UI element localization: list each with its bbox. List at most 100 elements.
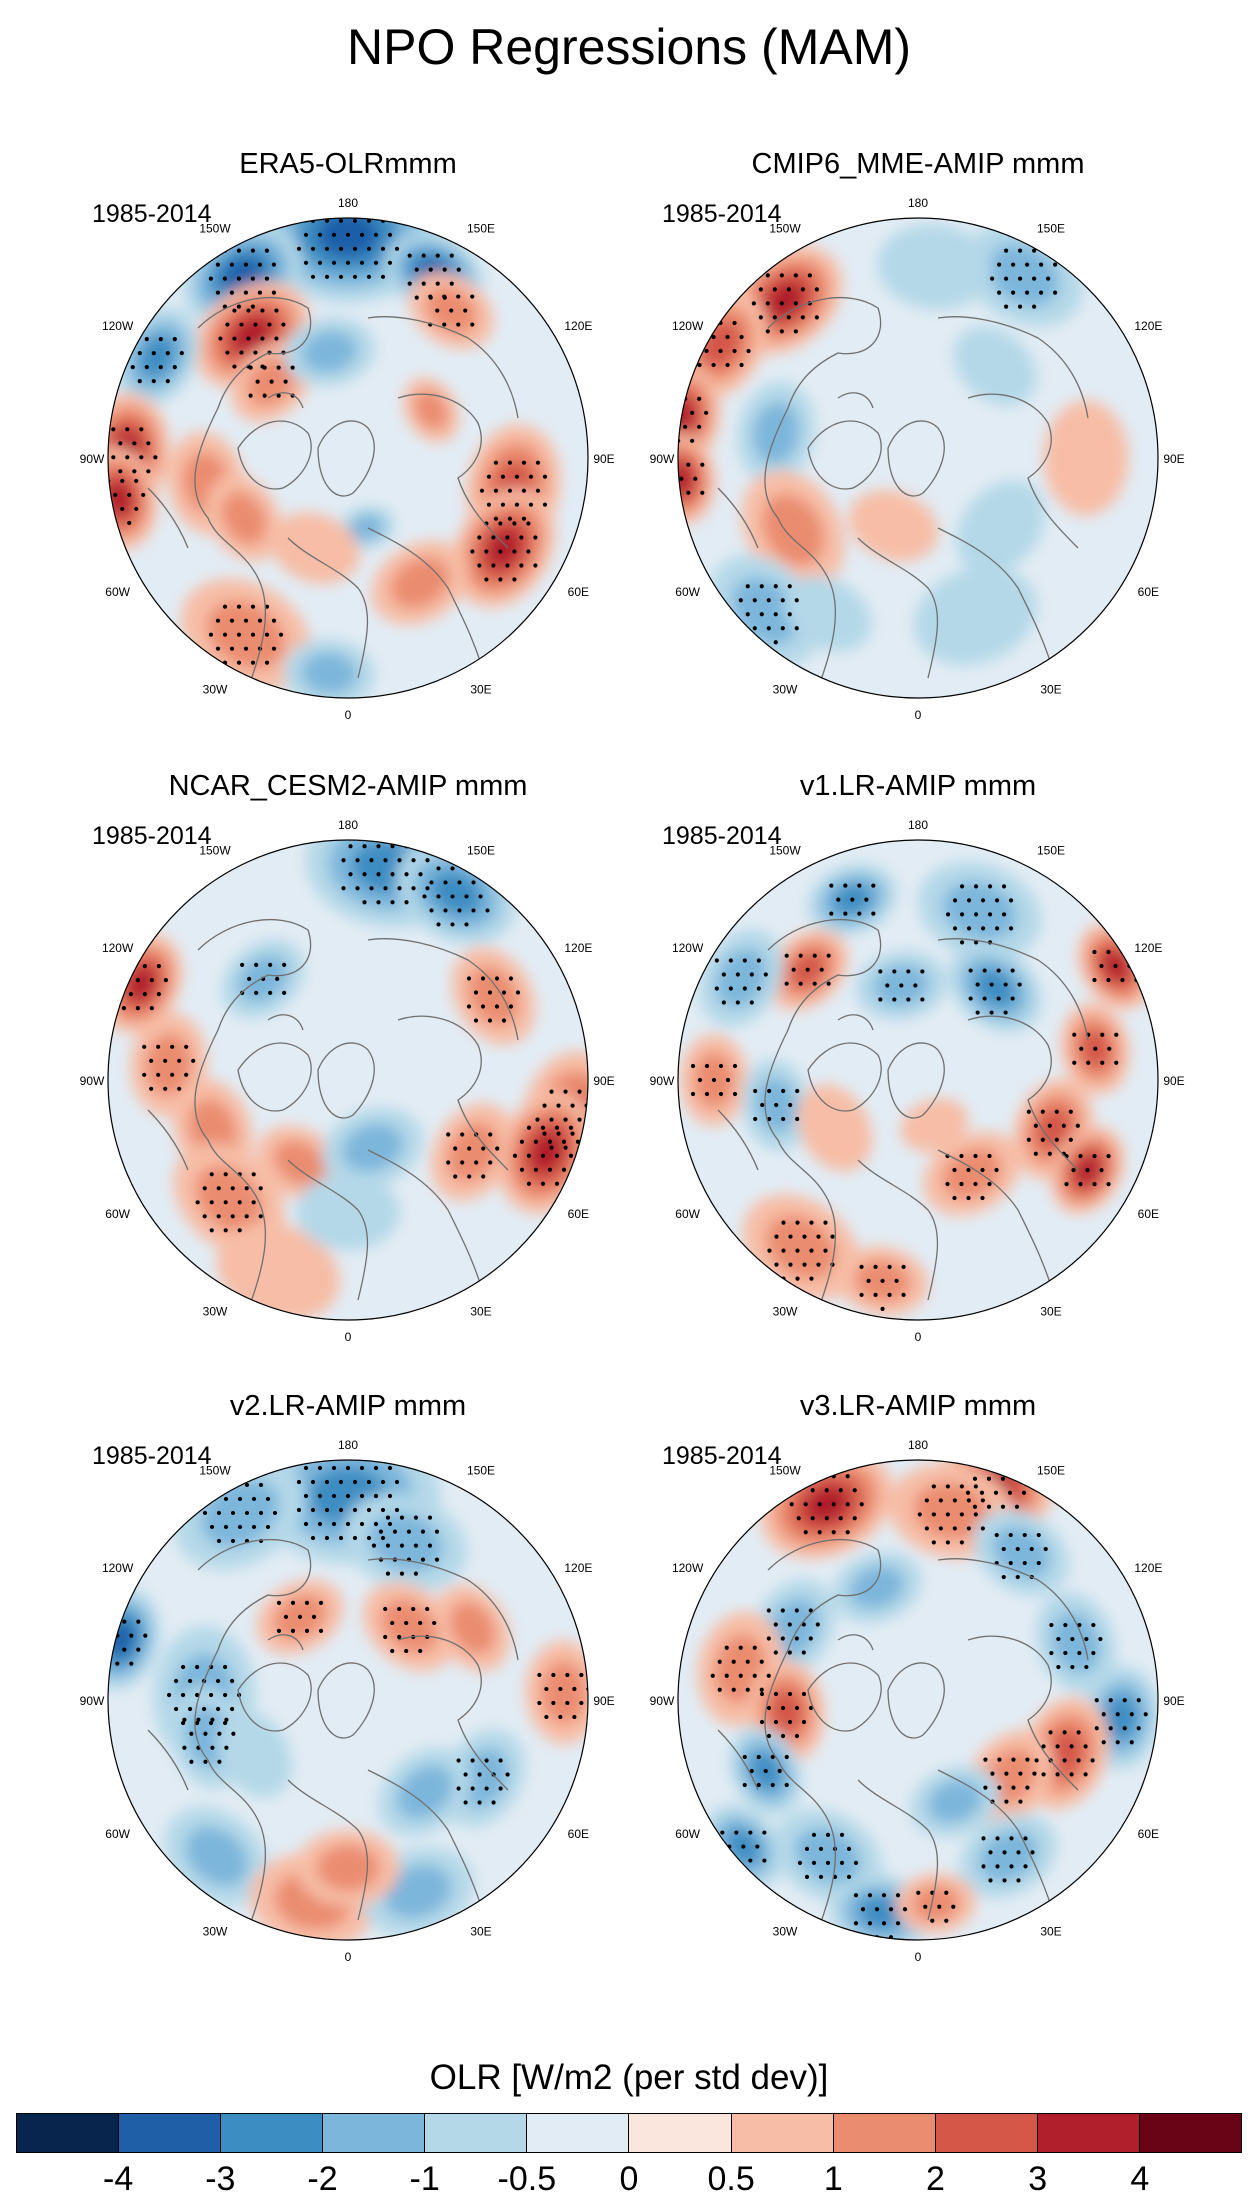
stipple-dot [758,287,763,292]
stipple-dot [296,1507,302,1513]
stipple-dot [1001,1574,1006,1580]
stipple-dot [250,604,256,609]
stipple-dot [697,362,702,368]
stipple-dot [994,898,1000,903]
stipple-dot [1063,1650,1068,1656]
polar-map: 180 150E 120E 90E 60E 30E 0 30W 60W 90W 120W 150W [650,196,1185,722]
stipple-dot [101,1662,105,1666]
stipple-dot [1114,1060,1119,1065]
stipple-dot [130,336,135,342]
stipple-dot [975,982,980,987]
stipple-dot [247,976,252,981]
stipple-dot [338,218,344,223]
stipple-dot [697,1077,703,1083]
stipple-dot [434,1529,440,1534]
stipple-dot [598,1103,602,1107]
stipple-dot [225,350,230,355]
stipple-dot [845,1530,850,1535]
stipple-dot [1030,1850,1035,1855]
colorbar-label: 1 [823,2160,843,2198]
stipple-dot [210,1745,215,1750]
stipple-dot [807,273,812,278]
stipple-dot [373,232,379,237]
stipple-dot [362,844,367,849]
stipple-dot [839,1860,845,1865]
stipple-dot [931,1484,936,1489]
stipple-dot [605,1117,609,1121]
stipple-dot [1120,977,1125,983]
lon-label: 30W [773,1304,798,1318]
stipple-dot [429,908,434,913]
stipple-dot [108,1619,113,1624]
stipple-dot [491,563,496,568]
stipple-dot [450,922,455,927]
stipple-dot [443,880,448,885]
stipple-dot [1010,996,1015,1001]
stipple-dot [752,598,757,603]
stipple-dot [980,926,986,931]
stipple-dot [1101,1740,1106,1745]
stipple-dot [163,1086,168,1091]
stipple-dot [996,968,1001,973]
lon-label: 30E [470,1924,491,1938]
stipple-dot [390,1620,395,1626]
stipple-dot [515,990,521,995]
lon-label: 30E [470,1304,491,1318]
lon-label: 60E [568,1207,589,1221]
stipple-dot [202,1510,208,1516]
stipple-dot [414,267,419,272]
stipple-dot [366,1479,372,1485]
stipple-dot [481,1146,486,1151]
lon-label: 60W [105,585,130,599]
stipple-dot [359,232,365,237]
stipple-dot [114,992,119,997]
stipple-dot [784,981,789,986]
lon-label: 180 [338,818,358,832]
lon-label: 30W [203,682,228,696]
stipple-dot [887,1264,892,1270]
longitude-labels: 180 150E 120E 90E 60E 30E 0 30W 60W 90W 120W 150W [650,1438,1185,1964]
lon-label: 150W [769,1464,801,1478]
stipple-dot [544,1714,549,1720]
stipple-dot [718,1063,724,1069]
stipple-dot [149,1086,154,1091]
stipple-dot [331,1465,337,1471]
stipple-dot [1062,1730,1067,1735]
stipple-dot [519,1167,525,1172]
lon-label: 90E [593,1074,614,1088]
stipple-dot [399,1571,405,1576]
stipple-dot [1069,1772,1074,1777]
lon-label: 60W [675,1207,700,1221]
stipple-dot [787,1719,793,1725]
stipple-dot [551,1700,556,1706]
stipple-dot [303,1465,309,1471]
longitude-labels: 180 150E 120E 90E 60E 30E 0 30W 60W 90W 120W 150W [80,818,615,1344]
stipple-dot [544,1686,549,1692]
stipple-dot [679,476,684,481]
stipple-dot [230,1510,236,1516]
stipple-dot [780,626,785,631]
stipple-dot [310,1535,316,1541]
stipple-dot [464,894,469,899]
stipple-dot [244,1510,250,1516]
stipple-dot [324,218,330,223]
stipple-dot [254,990,259,995]
stipple-dot [787,1650,792,1655]
stipple-dot [738,1673,743,1678]
stipple-dot [690,1091,696,1097]
stipple-dot [264,632,270,637]
stipple-dot [982,996,987,1001]
stipple-dot [1079,1046,1084,1051]
stipple-dot [317,232,323,237]
lon-label: 150E [467,844,495,858]
stipple-dot [251,1200,256,1205]
stipple-dot [739,334,744,340]
stipple-dot [720,1830,725,1835]
stipple-dot [1054,1109,1059,1114]
stipple-dot [710,1673,715,1678]
stipple-dot [1002,1850,1007,1855]
stipple-dot [795,1116,800,1122]
stipple-dot [945,1512,950,1517]
stipple-dot [435,308,440,313]
stipple-dot [808,1636,813,1641]
